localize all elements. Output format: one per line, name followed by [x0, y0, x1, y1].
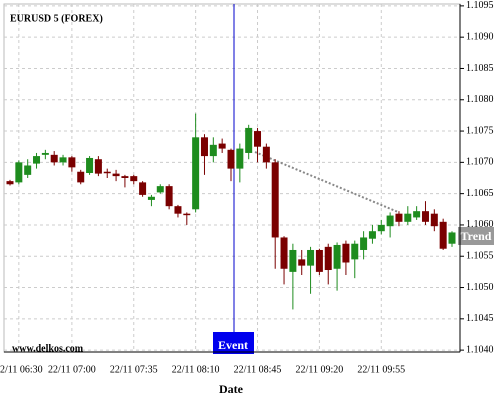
candle-body — [413, 211, 421, 218]
y-tick-label: 1.1085 — [466, 63, 494, 74]
candle-body — [6, 181, 14, 185]
candles — [6, 113, 456, 310]
chart-title: EURUSD 5 (FOREX) — [10, 13, 103, 24]
y-tick-label: 1.1050 — [466, 282, 494, 293]
candle-body — [209, 144, 217, 157]
candle-body — [386, 215, 394, 227]
y-tick-label: 1.1080 — [466, 94, 494, 105]
x-tick-label: 22/11 09:55 — [357, 364, 405, 375]
y-tick-label: 1.1095 — [466, 0, 494, 11]
candle-body — [218, 143, 226, 149]
y-tick-label: 1.1045 — [466, 313, 494, 324]
y-tick-label: 1.1040 — [466, 344, 494, 355]
candle-body — [315, 249, 323, 272]
watermark: www.delkos.com — [12, 343, 84, 354]
candle-body — [245, 127, 253, 153]
candle-body — [377, 224, 385, 232]
candle-body — [395, 213, 403, 222]
y-tick-label: 1.1070 — [466, 157, 494, 168]
candle-body — [15, 162, 23, 183]
trend-box — [458, 227, 494, 245]
candle-body — [351, 243, 359, 260]
x-tick-label: 22/11 08:45 — [234, 364, 282, 375]
candle-body — [254, 131, 262, 147]
candle-body — [289, 249, 297, 272]
candle-body — [227, 149, 235, 169]
candle-body — [430, 213, 438, 227]
candle-body — [183, 213, 191, 216]
candle-body — [147, 196, 155, 200]
x-tick-label: 22/11 06:30 — [0, 364, 43, 375]
x-tick-label: 22/11 08:10 — [172, 364, 220, 375]
candle-body — [404, 213, 412, 222]
event-label: Event — [218, 338, 248, 352]
y-tick-label: 1.1075 — [466, 125, 494, 136]
candle-body — [86, 157, 94, 173]
candle-body — [298, 259, 306, 266]
candle-body — [24, 165, 32, 175]
y-tick-label: 1.1055 — [466, 251, 494, 262]
candle-body — [360, 237, 368, 250]
candle-body — [174, 206, 182, 214]
event-box — [213, 332, 254, 354]
y-tick-label: 1.1060 — [466, 219, 494, 230]
candle-body — [333, 244, 341, 269]
grid — [4, 4, 460, 352]
candle-body — [192, 137, 200, 210]
candle-body — [280, 237, 288, 269]
candle-body — [121, 176, 129, 178]
plot-frame — [3, 3, 461, 353]
candle-body — [324, 246, 332, 271]
candle-body — [41, 152, 49, 155]
candle-body — [262, 146, 270, 163]
x-tick-label: 22/11 07:35 — [110, 364, 158, 375]
candle-body — [112, 173, 120, 177]
candle-body — [94, 159, 102, 174]
candle-body — [448, 232, 456, 244]
candle-body — [271, 162, 279, 238]
x-tick-label: 22/11 07:00 — [48, 364, 96, 375]
candle-body — [77, 171, 85, 183]
candle-body — [439, 221, 447, 249]
candle-body — [68, 157, 76, 168]
candle-body — [59, 157, 67, 163]
candle-body — [307, 249, 315, 266]
candle-body — [368, 231, 376, 239]
trend-label: Trend — [461, 229, 492, 243]
candle-body — [50, 154, 58, 163]
trend-line — [254, 151, 399, 213]
x-tick-label: 22/11 09:20 — [296, 364, 344, 375]
y-tick-label: 1.1065 — [466, 188, 494, 199]
candle-body — [200, 137, 208, 157]
candle-body — [165, 186, 173, 207]
x-axis-title: Date — [219, 382, 244, 396]
candle-body — [342, 243, 350, 263]
y-tick-label: 1.1090 — [466, 31, 494, 42]
candle-body — [421, 211, 429, 222]
candle-body — [33, 156, 41, 164]
candle-body — [156, 186, 164, 193]
candle-body — [139, 182, 147, 195]
candle-body — [236, 148, 244, 169]
candle-body — [130, 176, 138, 182]
candle-body — [103, 171, 111, 174]
